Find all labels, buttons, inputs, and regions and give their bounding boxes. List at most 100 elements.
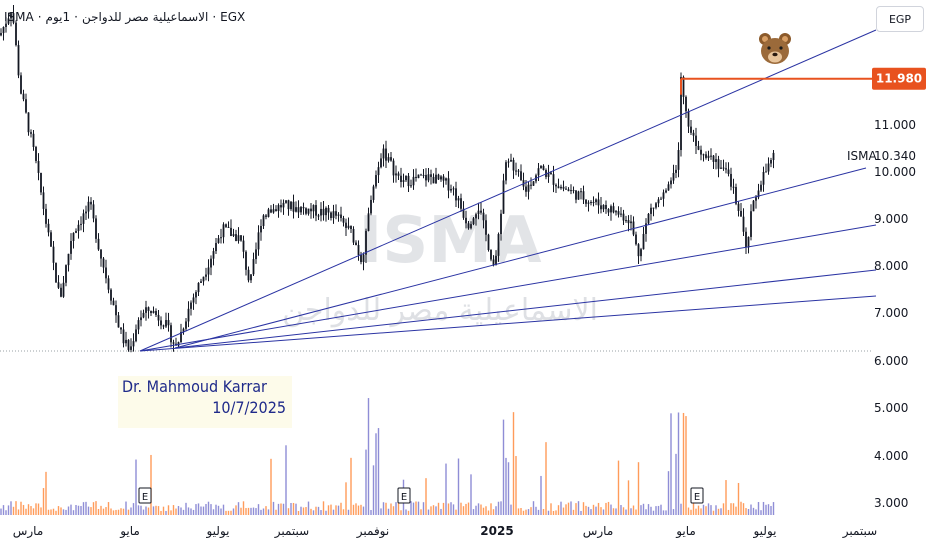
volume-bar xyxy=(537,509,540,515)
volume-bar xyxy=(390,503,392,515)
volume-bar xyxy=(767,504,770,515)
symbol-header[interactable]: ISMA · الاسماعيلية مصر للدواجن·1يوم · EGX xyxy=(4,10,249,24)
volume-bar xyxy=(520,507,522,515)
candle-body xyxy=(382,148,385,159)
volume-bar xyxy=(682,412,685,515)
candle-body xyxy=(42,192,45,209)
volume-bar xyxy=(647,504,650,515)
candle-body xyxy=(705,154,707,158)
volume-bar xyxy=(367,398,370,515)
currency-button[interactable]: EGP xyxy=(876,6,924,32)
volume-bar xyxy=(480,504,482,515)
candle-body xyxy=(272,209,275,213)
candle-body xyxy=(725,168,727,170)
volume-bar xyxy=(142,509,145,515)
volume-bar xyxy=(65,509,67,515)
volume-bar xyxy=(212,509,215,515)
candle-body xyxy=(517,170,520,172)
candle-body xyxy=(115,305,117,316)
candle-body xyxy=(135,329,137,342)
candle-body xyxy=(252,259,255,275)
candle-body xyxy=(450,188,452,191)
volume-bar xyxy=(510,504,512,515)
candle-body xyxy=(292,201,295,212)
volume-bar xyxy=(242,501,245,515)
volume-bar xyxy=(232,508,235,515)
candle-body xyxy=(367,213,370,231)
volume-bar xyxy=(337,505,340,515)
signature-date: 10/7/2025 xyxy=(212,398,286,417)
candle-body xyxy=(610,206,612,213)
candle-body xyxy=(270,209,272,213)
volume-bar xyxy=(415,501,417,515)
candle-body xyxy=(570,190,572,192)
candle-body xyxy=(0,33,2,36)
volume-bar xyxy=(735,506,737,515)
volume-bar xyxy=(37,503,40,515)
candle-body xyxy=(225,224,227,227)
volume-bar xyxy=(47,509,50,515)
volume-bar xyxy=(430,506,432,515)
volume-bar xyxy=(342,509,345,515)
volume-bar xyxy=(590,509,592,515)
volume-bar xyxy=(652,510,655,515)
candle-body xyxy=(227,226,230,228)
candle-body xyxy=(195,292,197,298)
volume-bar xyxy=(762,501,765,515)
candle-body xyxy=(310,208,312,212)
candle-body xyxy=(275,209,277,212)
volume-bar xyxy=(370,509,372,515)
volume-bar xyxy=(237,502,240,515)
candle-body xyxy=(760,184,762,191)
volume-bar xyxy=(185,502,187,515)
volume-bar xyxy=(290,503,292,515)
candle-body xyxy=(402,180,405,182)
candle-body xyxy=(430,174,432,177)
volume-bar xyxy=(150,454,152,515)
volume-bar xyxy=(392,506,395,515)
candle-body xyxy=(767,163,770,172)
x-tick-label: مارس xyxy=(13,524,44,539)
volume-bar xyxy=(10,501,12,515)
volume-bar xyxy=(160,510,162,515)
symbol-name: ISMA xyxy=(4,10,34,24)
candle-body xyxy=(722,167,725,169)
candle-body xyxy=(757,190,760,198)
candle-body xyxy=(455,188,457,201)
volume-bar xyxy=(320,510,322,515)
candle-body xyxy=(752,200,755,212)
candle-body xyxy=(232,234,235,236)
candle-body xyxy=(35,146,37,162)
volume-bar xyxy=(257,504,260,515)
volume-bar xyxy=(357,505,360,515)
candle-body xyxy=(180,331,182,343)
candle-body xyxy=(500,213,502,235)
candle-body xyxy=(32,133,35,147)
candle-body xyxy=(137,320,140,330)
volume-bar xyxy=(215,504,217,515)
candle-body xyxy=(457,198,460,201)
volume-bar xyxy=(655,506,657,515)
volume-bar xyxy=(275,509,277,515)
header-sep-1: · xyxy=(37,10,42,24)
candle-body xyxy=(322,208,325,216)
signature-author: Dr. Mahmoud Karrar xyxy=(122,377,267,396)
volume-bar xyxy=(457,458,460,515)
volume-bar xyxy=(382,502,385,515)
candle-body xyxy=(260,225,262,233)
volume-bar xyxy=(300,506,302,515)
volume-bar xyxy=(732,503,735,515)
candle-body xyxy=(215,242,217,252)
candle-body xyxy=(172,342,175,344)
candle-body xyxy=(622,213,625,221)
volume-bar xyxy=(730,503,732,515)
earnings-marker-label: E xyxy=(142,492,148,503)
volume-bar xyxy=(70,504,72,515)
candle-body xyxy=(670,180,672,185)
volume-bar xyxy=(470,474,472,515)
candle-body xyxy=(187,308,190,322)
candle-body xyxy=(77,224,80,231)
candle-body xyxy=(412,176,415,186)
